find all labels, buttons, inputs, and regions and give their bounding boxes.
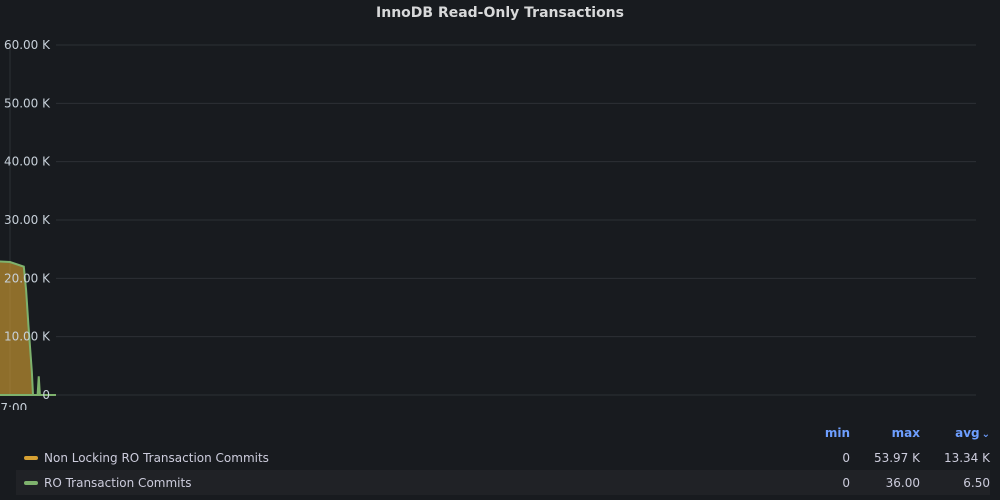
y-tick-label: 10.00 K — [4, 330, 51, 344]
legend-header: min max avg ⌄ — [16, 420, 990, 445]
legend-avg-value: 13.34 K — [943, 450, 990, 465]
chart-areas — [0, 260, 56, 396]
y-tick-label: 30.00 K — [4, 213, 51, 227]
y-tick-label: 60.00 K — [4, 38, 51, 52]
area-chart: 0 10.00 K 20.00 K 30.00 K 40.00 K 50.00 K 60.0… — [0, 38, 976, 410]
legend-col-avg[interactable]: avg ⌄ — [920, 426, 990, 440]
y-tick-label: 40.00 K — [4, 155, 51, 169]
legend-row-non-locking[interactable]: Non Locking RO Transaction Commits 0 53.… — [16, 445, 990, 470]
legend-min-value: 0 — [842, 450, 850, 465]
chevron-down-icon: ⌄ — [981, 428, 990, 440]
y-tick-label: 50.00 K — [4, 96, 51, 110]
legend-max-value: 36.00 — [885, 475, 920, 490]
x-tick-label: 17:00 — [0, 401, 27, 410]
legend-col-min[interactable]: min — [824, 425, 850, 440]
legend-col-avg-label: avg — [955, 425, 980, 440]
legend: min max avg ⌄ Non Locking RO Transaction … — [16, 420, 990, 495]
legend-swatch — [24, 455, 38, 460]
y-tick-label: 20.00 K — [4, 271, 51, 285]
y-tick-label: 0 — [42, 388, 50, 402]
legend-series-name: Non Locking RO Transaction Commits — [44, 450, 269, 465]
legend-min-value: 0 — [842, 475, 850, 490]
legend-row-ro[interactable]: RO Transaction Commits 0 36.00 6.50 — [16, 470, 990, 495]
chart-grid — [9, 44, 976, 396]
series-line — [0, 260, 56, 396]
series-area — [0, 261, 56, 395]
legend-swatch — [24, 480, 38, 485]
panel-title[interactable]: InnoDB Read-Only Transactions — [376, 5, 624, 21]
y-axis: 0 10.00 K 20.00 K 30.00 K 40.00 K 50.00 K 60.0… — [4, 38, 51, 402]
x-axis: 17:0018:0019:0020:0021:0022:0023:0000:00… — [0, 401, 27, 410]
legend-avg-value: 6.50 — [963, 475, 990, 490]
legend-series-name: RO Transaction Commits — [44, 475, 192, 490]
legend-col-max[interactable]: max — [891, 425, 920, 440]
legend-max-value: 53.97 K — [873, 450, 920, 465]
